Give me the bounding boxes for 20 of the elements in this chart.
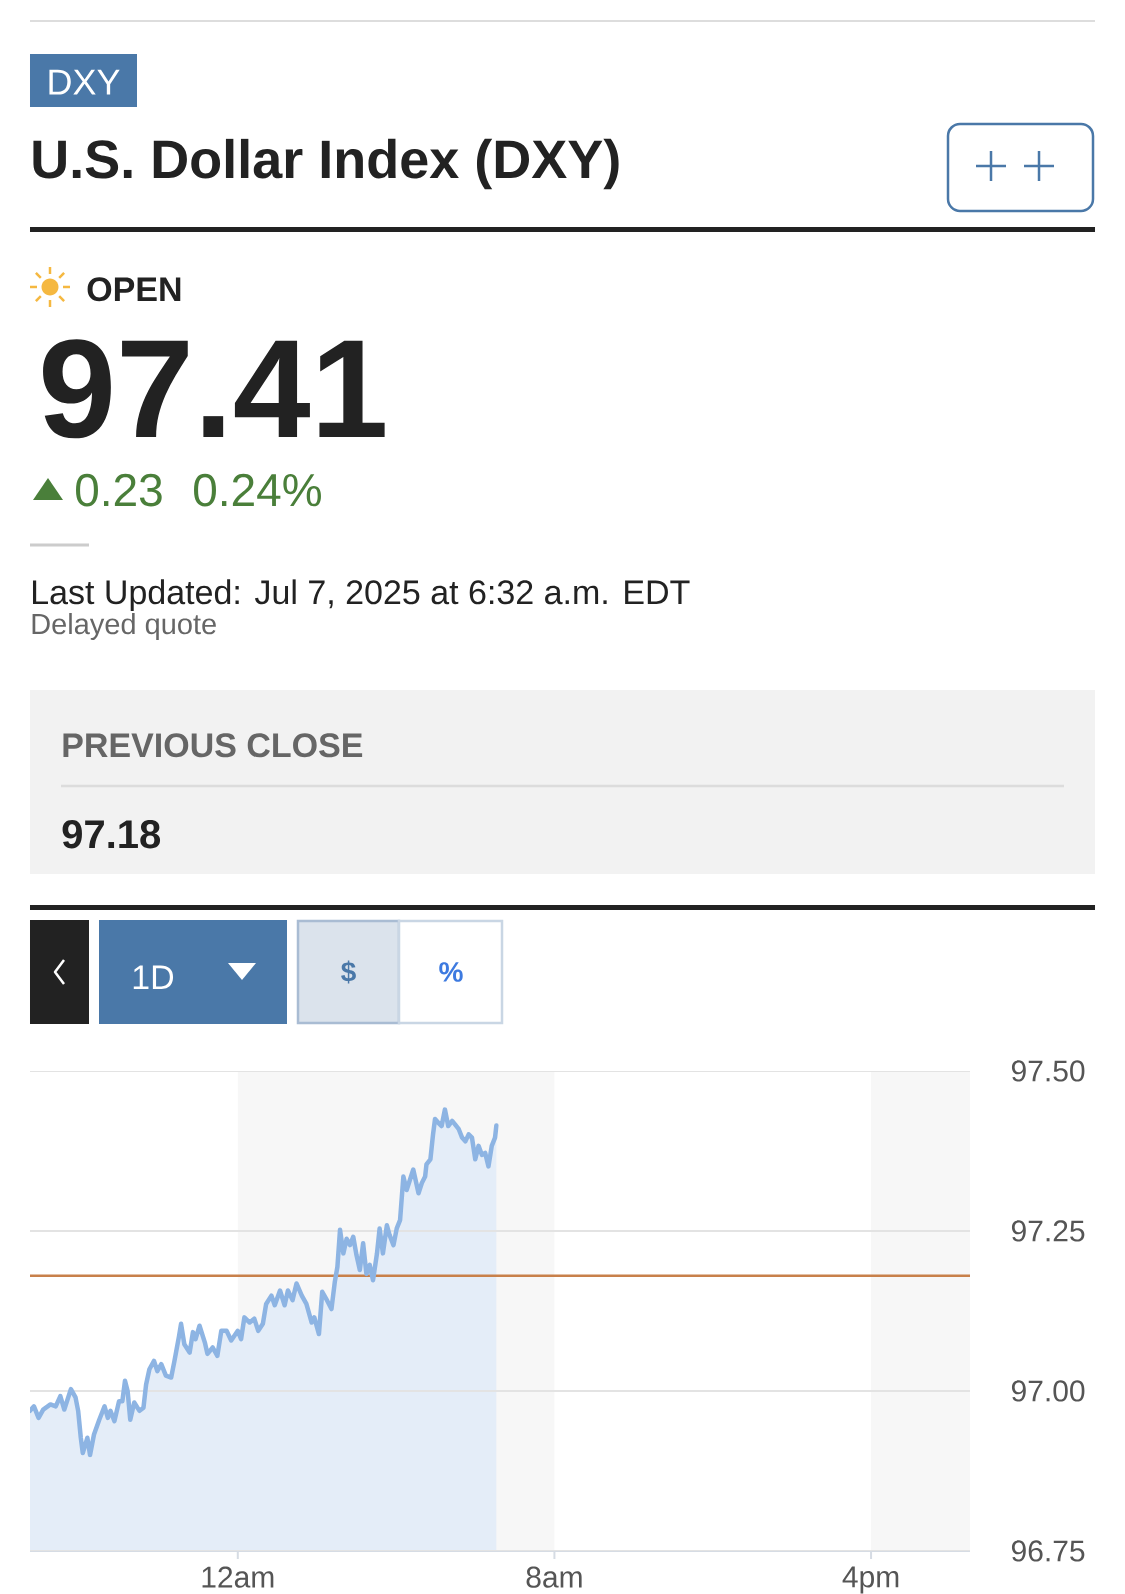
x-tick-label: 4pm bbox=[842, 1566, 899, 1594]
text: DXY bbox=[49, 69, 120, 95]
y-tick-label: 97.25 bbox=[1011, 1220, 1085, 1242]
text: OPEN bbox=[87, 277, 181, 302]
text: 97.41 bbox=[43, 339, 385, 439]
text: 0.23 bbox=[76, 473, 162, 507]
chart-title: U.S. Dollar Index (DXY) bbox=[33, 138, 619, 190]
x-tick-label: 12am bbox=[202, 1566, 274, 1588]
y-tick-label: 97.50 bbox=[1011, 1060, 1085, 1082]
y-tick-label: 96.75 bbox=[1011, 1540, 1085, 1562]
text: 0.24% bbox=[194, 473, 321, 507]
text: 97.18 bbox=[62, 820, 161, 849]
text: $ bbox=[341, 960, 356, 984]
text: PREVIOUS CLOSE bbox=[63, 733, 363, 758]
x-tick-label: 8am bbox=[526, 1566, 582, 1588]
text: Delayed quote bbox=[32, 612, 216, 641]
y-tick-label: 97.00 bbox=[1011, 1380, 1085, 1402]
text: % bbox=[439, 962, 463, 982]
text: Last Updated: Jul 7, 2025 at 6:32 a.m. EDT bbox=[32, 579, 690, 612]
text: 1D bbox=[133, 965, 174, 989]
